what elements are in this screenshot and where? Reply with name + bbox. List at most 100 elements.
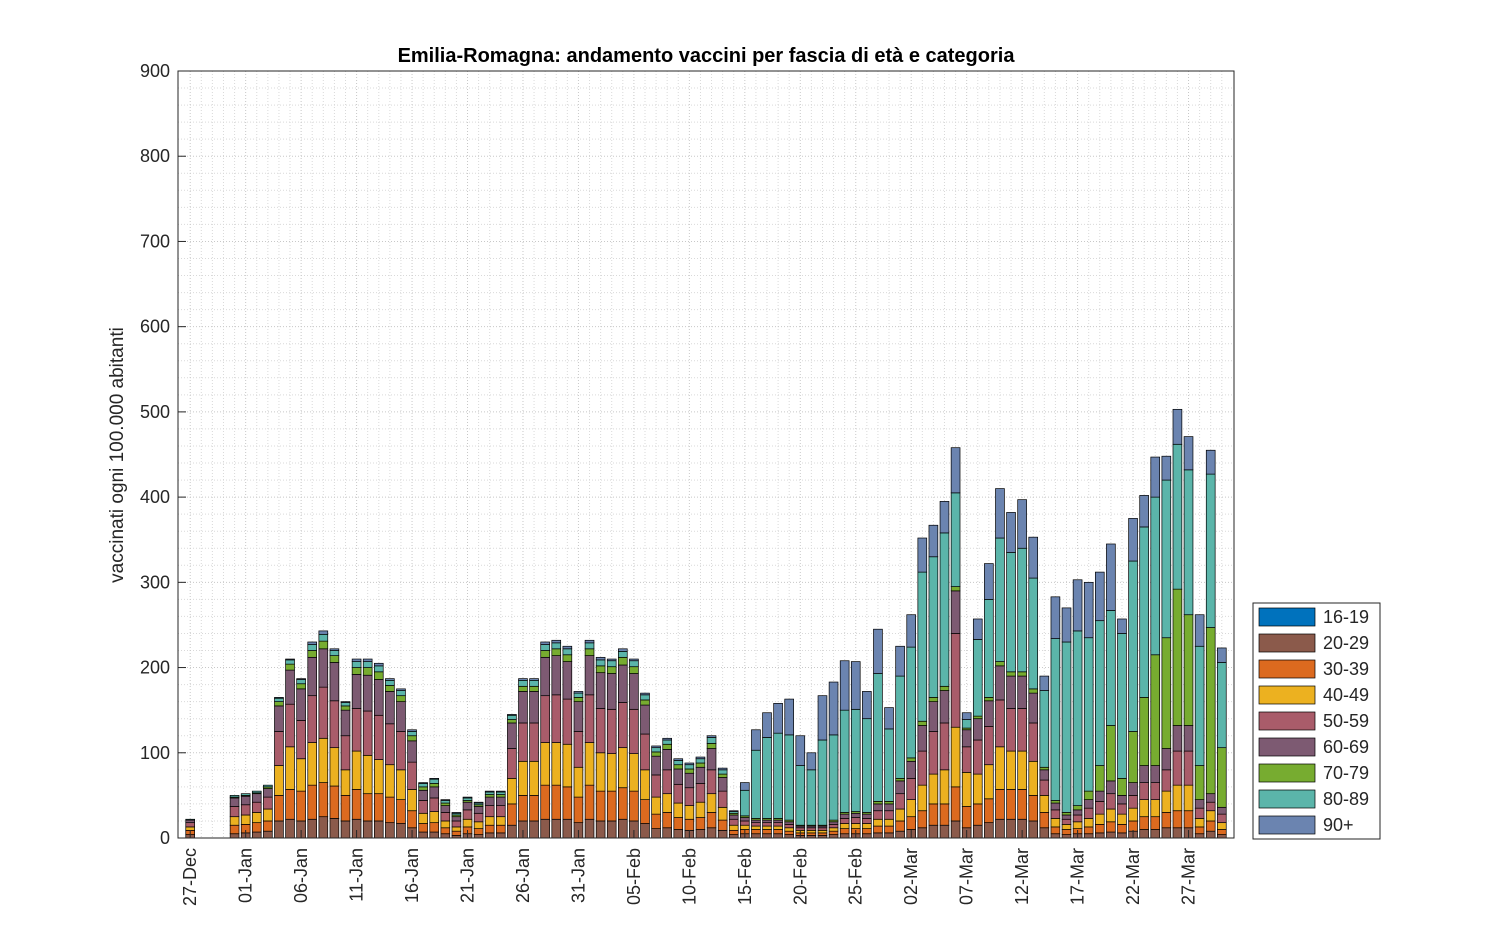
bar-segment (329, 650, 340, 656)
legend-swatch (1258, 659, 1316, 679)
bar-segment (274, 697, 284, 699)
bar-segment (396, 701, 406, 732)
bar-segment (928, 824, 939, 839)
bar-segment (1172, 750, 1183, 786)
bar-segment (1039, 827, 1050, 839)
legend-label: 70-79 (1323, 763, 1369, 783)
bar-segment (673, 783, 684, 804)
bar-segment (740, 824, 750, 830)
bar-segment (551, 648, 562, 656)
bar-segment (662, 739, 672, 745)
bar-segment (917, 784, 928, 812)
bar-segment (518, 760, 528, 796)
x-tick-label: 15-Feb (735, 848, 755, 905)
bar-segment (296, 758, 306, 792)
bar-segment (429, 777, 440, 780)
bar-segment (529, 820, 539, 839)
bar-segment (961, 712, 972, 720)
bar-segment (673, 817, 684, 830)
bar-segment (606, 673, 617, 710)
bar-segment (995, 661, 1005, 667)
bar-segment (862, 823, 872, 829)
bar-segment (1094, 765, 1105, 792)
bar-segment (385, 678, 395, 681)
bar-segment (1050, 802, 1061, 811)
bar-segment (307, 784, 318, 820)
bar-segment (1205, 810, 1216, 822)
bar-segment (651, 751, 661, 757)
bar-segment (285, 663, 295, 671)
bar-segment (806, 827, 817, 831)
bar-segment (1083, 807, 1094, 819)
bar-segment (496, 805, 506, 818)
bar-segment (540, 742, 550, 786)
y-axis-label: vaccinati ogni 100.000 abitanti (107, 327, 128, 583)
bar-segment (1128, 731, 1138, 783)
x-tick-label: 21-Jan (458, 848, 478, 903)
bar-segment (551, 694, 562, 743)
bar-segment (584, 784, 595, 820)
bar-segment (950, 447, 961, 494)
bar-segment (906, 760, 916, 779)
bar-segment (296, 679, 306, 685)
bar-segment (928, 556, 939, 698)
bar-segment (551, 784, 562, 820)
bar-segment (1106, 780, 1116, 795)
bar-segment (706, 748, 717, 771)
bar-segment (906, 614, 916, 648)
bar-segment (873, 801, 883, 805)
x-tick-label: 17-Mar (1068, 848, 1088, 905)
bar-segment (928, 524, 939, 558)
bar-segment (1061, 834, 1072, 839)
bar-segment (884, 803, 894, 812)
bar-segment (340, 709, 351, 737)
bar-segment (850, 708, 861, 812)
bar-segment (340, 705, 351, 711)
bar-segment (917, 827, 928, 839)
bar-segment (1094, 832, 1105, 839)
bar-segment (440, 799, 451, 801)
bar-segment (1150, 765, 1161, 783)
x-tick-label: 16-Jan (402, 848, 422, 903)
bar-segment (995, 488, 1005, 539)
bar-segment (1194, 826, 1205, 835)
bar-segment (562, 654, 573, 662)
bar-segment (651, 755, 661, 776)
bar-segment (1194, 807, 1205, 819)
bar-segment (684, 787, 695, 806)
bar-segment (1183, 750, 1194, 786)
bar-segment (229, 806, 240, 818)
bar-segment (340, 702, 351, 707)
bar-segment (584, 818, 595, 839)
bar-segment (784, 698, 794, 736)
bar-segment (1172, 810, 1183, 829)
bar-segment (795, 735, 806, 766)
bar-segment (507, 803, 517, 826)
bar-segment (1006, 818, 1016, 839)
bar-segment (573, 796, 584, 824)
bar-segment (717, 777, 728, 792)
bar-segment (862, 718, 872, 813)
bar-segment (1217, 822, 1227, 830)
bar-segment (1006, 750, 1016, 790)
bar-segment (595, 790, 606, 822)
bar-segment (1150, 496, 1161, 656)
bar-segment (285, 659, 295, 665)
bar-segment (507, 824, 517, 839)
bar-segment (1083, 790, 1094, 801)
bar-segment (340, 735, 351, 771)
bar-segment (828, 824, 839, 829)
y-tick-label: 600 (140, 317, 170, 337)
bar-segment (618, 656, 628, 666)
bar-segment (751, 819, 761, 824)
bar-segment (762, 825, 772, 830)
bar-segment (950, 786, 961, 822)
bar-segment (618, 818, 628, 839)
bar-segment (1061, 641, 1072, 813)
bar-segment (972, 739, 983, 775)
bar-segment (373, 793, 384, 822)
bar-segment (740, 817, 750, 822)
bar-segment (1139, 495, 1149, 528)
bar-segment (1028, 536, 1039, 579)
